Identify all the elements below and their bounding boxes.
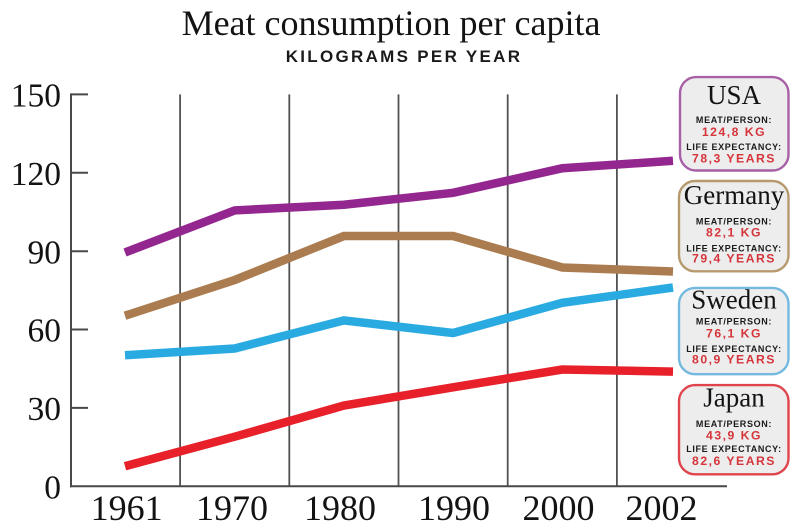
svg-text:USA: USA <box>707 80 762 110</box>
svg-text:KILOGRAMS PER YEAR: KILOGRAMS PER YEAR <box>286 47 523 66</box>
svg-text:150: 150 <box>11 78 61 115</box>
svg-text:2002: 2002 <box>626 488 698 528</box>
svg-text:76,1 KG: 76,1 KG <box>706 326 762 340</box>
svg-text:1961: 1961 <box>91 488 163 528</box>
svg-text:LIFE EXPECTANCY:: LIFE EXPECTANCY: <box>686 344 782 354</box>
svg-text:82,1 KG: 82,1 KG <box>706 226 762 240</box>
svg-text:30: 30 <box>28 391 62 428</box>
svg-text:120: 120 <box>11 156 61 193</box>
svg-text:0: 0 <box>44 470 61 507</box>
svg-text:MEAT/PERSON:: MEAT/PERSON: <box>696 217 772 227</box>
svg-text:1990: 1990 <box>418 488 490 528</box>
svg-text:1980: 1980 <box>304 488 376 528</box>
svg-text:78,3 YEARS: 78,3 YEARS <box>692 152 776 166</box>
svg-text:Japan: Japan <box>703 382 765 412</box>
svg-text:Sweden: Sweden <box>691 285 777 315</box>
svg-text:MEAT/PERSON:: MEAT/PERSON: <box>696 419 772 429</box>
svg-text:90: 90 <box>28 234 62 271</box>
svg-text:43,9 KG: 43,9 KG <box>706 428 762 442</box>
svg-text:80,9 YEARS: 80,9 YEARS <box>692 353 776 367</box>
svg-text:124,8 KG: 124,8 KG <box>702 125 766 139</box>
svg-text:LIFE EXPECTANCY:: LIFE EXPECTANCY: <box>686 444 782 454</box>
svg-text:MEAT/PERSON:: MEAT/PERSON: <box>696 317 772 327</box>
svg-text:82,6 YEARS: 82,6 YEARS <box>692 454 776 468</box>
svg-text:60: 60 <box>28 313 62 350</box>
svg-text:MEAT/PERSON:: MEAT/PERSON: <box>696 115 772 125</box>
svg-text:1970: 1970 <box>196 488 268 528</box>
svg-text:2000: 2000 <box>523 488 595 528</box>
svg-text:79,4 YEARS: 79,4 YEARS <box>692 252 776 266</box>
svg-text:Germany: Germany <box>684 180 785 210</box>
svg-text:LIFE EXPECTANCY:: LIFE EXPECTANCY: <box>686 142 782 152</box>
svg-text:Meat consumption per capita: Meat consumption per capita <box>182 3 601 43</box>
svg-text:LIFE EXPECTANCY:: LIFE EXPECTANCY: <box>686 244 782 254</box>
